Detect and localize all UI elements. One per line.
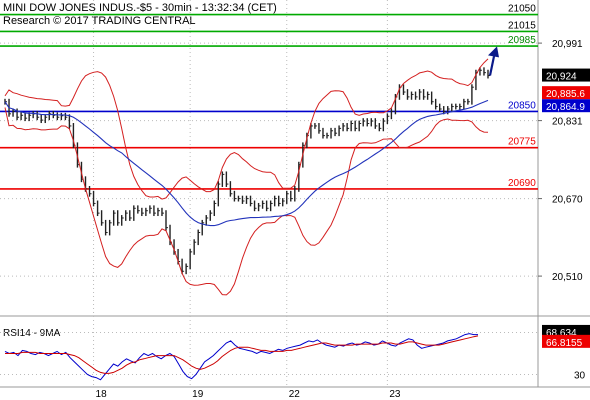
projection-arrow-head	[488, 46, 499, 58]
price-tick-label: 20,831	[552, 117, 583, 128]
price-value-tag	[542, 68, 590, 82]
rsi-title: RSI14 - 9MA	[3, 328, 61, 339]
rsi-tick-label: 30	[574, 371, 586, 382]
rsi-series-line	[5, 335, 479, 374]
bollinger-lower	[4, 107, 489, 296]
level-label: 20690	[508, 178, 536, 189]
price-tick-label: 20,991	[552, 39, 583, 50]
moving-average	[4, 99, 489, 227]
level-label: 20985	[508, 35, 536, 46]
x-tick-label: 19	[192, 389, 204, 400]
price-tick-label: 20,670	[552, 195, 583, 206]
chart-copyright: Research © 2017 TRADING CENTRAL	[3, 15, 196, 27]
rsi-value-tag-label: 66.8155	[546, 338, 583, 349]
chart-title: MINI DOW JONES INDUS.-$5 - 30min - 13:32…	[3, 2, 277, 14]
rsi-value-tag	[542, 334, 590, 348]
x-tick-label: 18	[96, 389, 108, 400]
price-value-tag-label: 20,864.9	[546, 102, 585, 113]
price-value-tag	[542, 99, 590, 113]
level-label: 21050	[508, 4, 536, 15]
price-value-tag-label: 20,924	[546, 72, 577, 83]
price-tick-label: 20,510	[552, 272, 583, 283]
level-label: 20850	[508, 100, 536, 111]
price-value-tag-label: 20,885.6	[546, 89, 585, 100]
bollinger-upper	[4, 58, 489, 200]
projection-arrow	[488, 56, 496, 76]
rsi-value-tag	[542, 324, 590, 338]
x-tick-label: 23	[389, 389, 401, 400]
level-label: 20775	[508, 137, 536, 148]
price-value-tag	[542, 86, 590, 100]
x-tick-label: 22	[289, 389, 301, 400]
level-label: 21015	[508, 20, 536, 31]
rsi-series-line	[4, 333, 478, 381]
rsi-value-tag-label: 68.634	[546, 328, 577, 339]
